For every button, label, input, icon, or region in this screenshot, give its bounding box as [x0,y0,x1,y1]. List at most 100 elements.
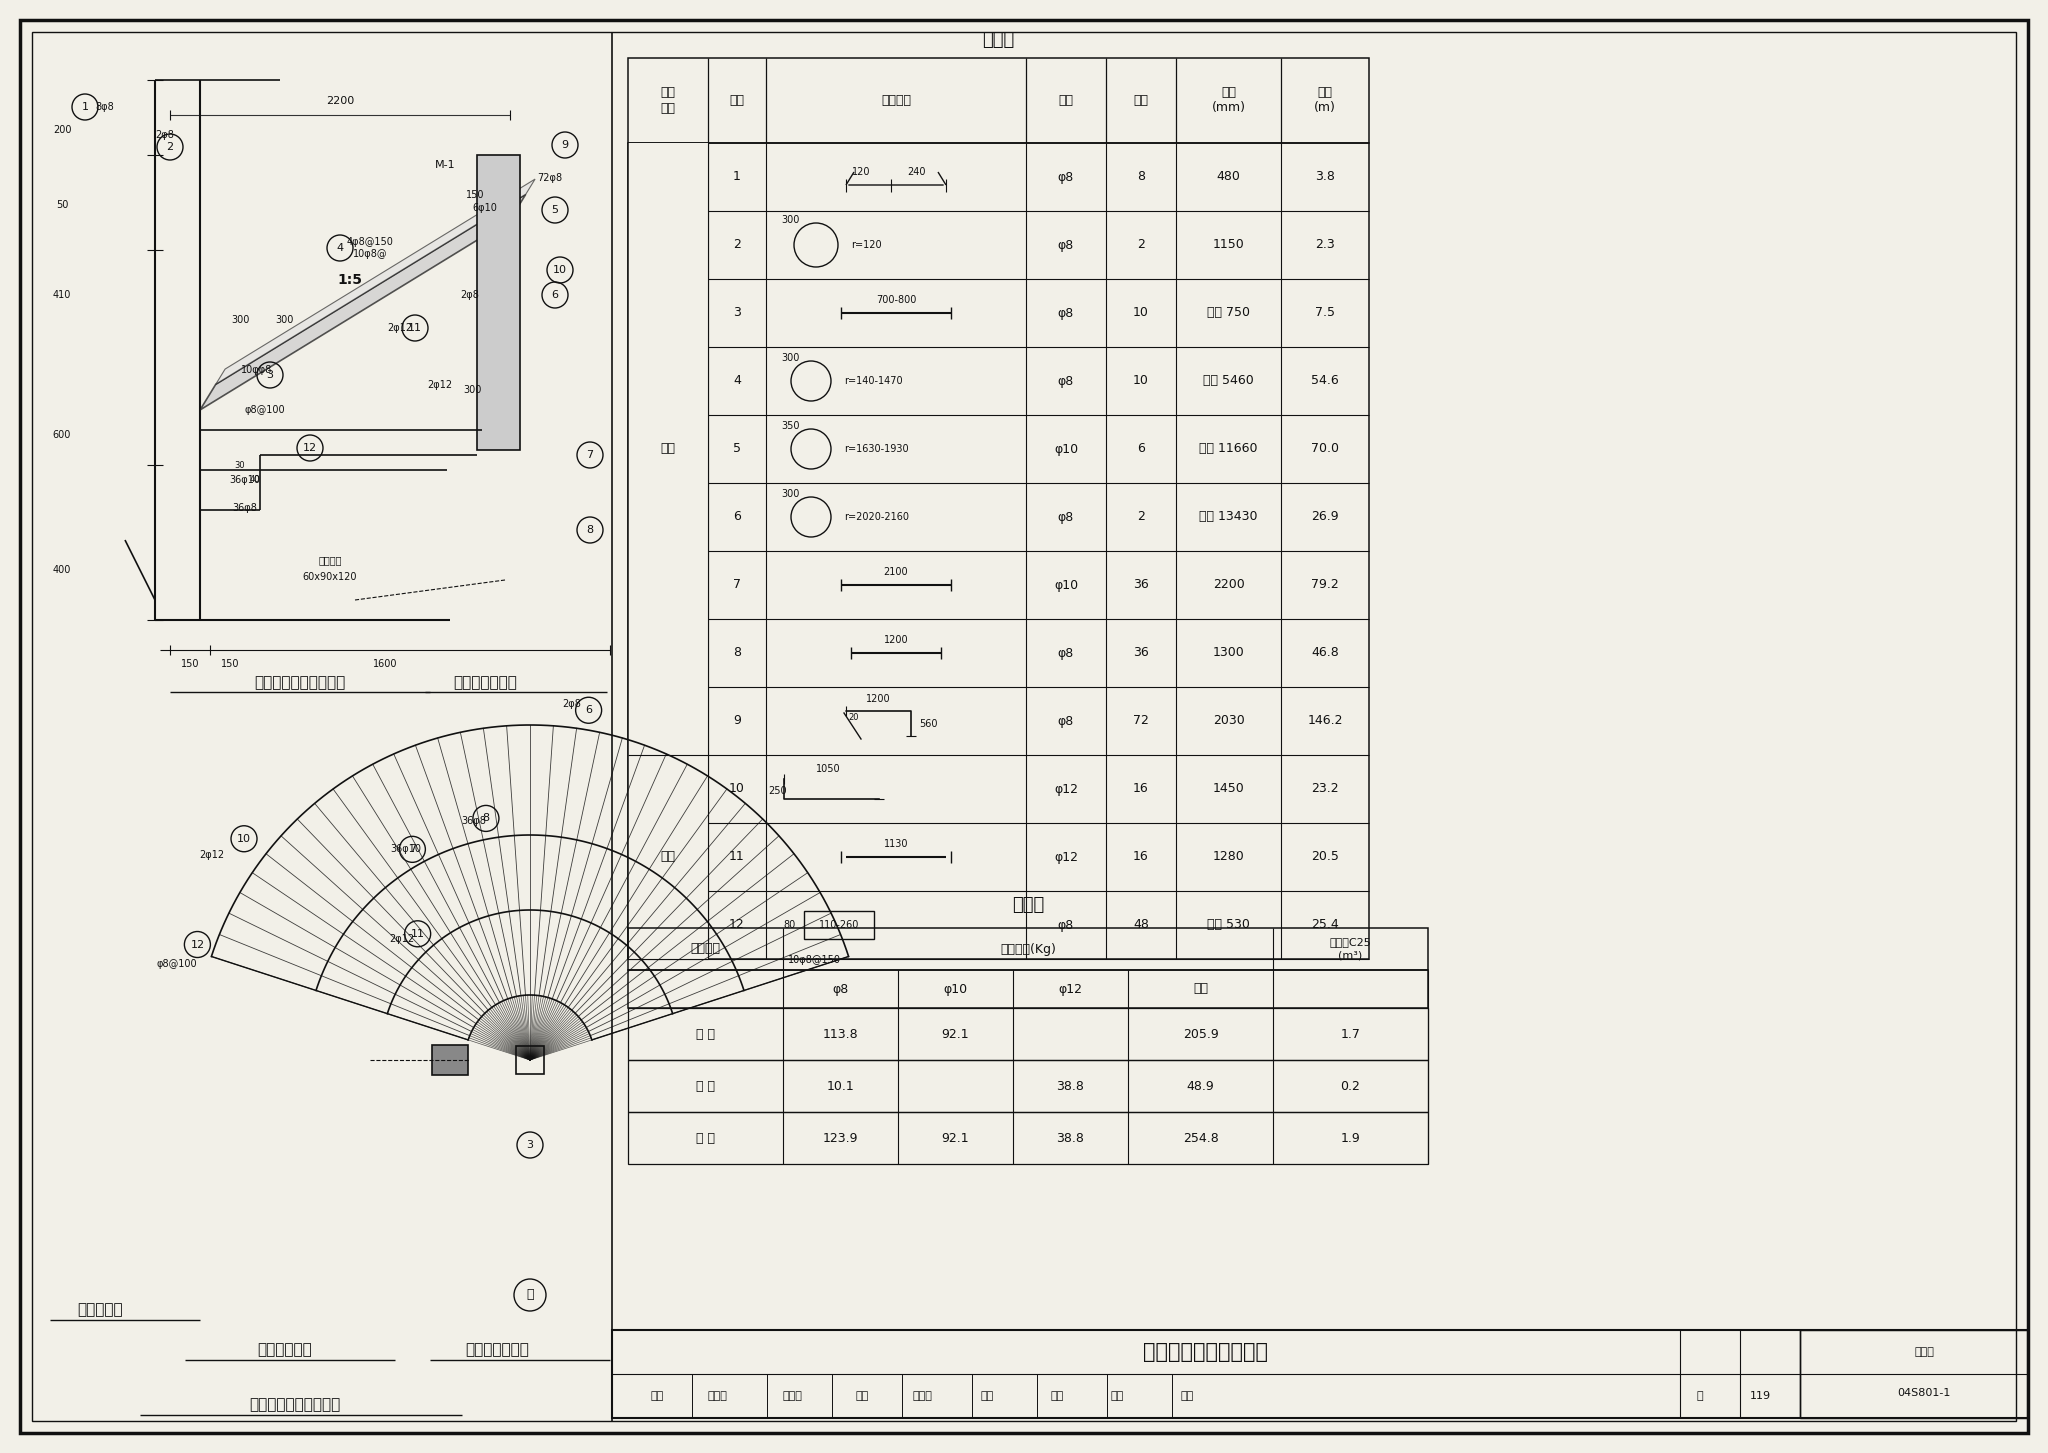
Text: 16: 16 [1133,850,1149,863]
Text: 4: 4 [336,243,344,253]
Text: 1: 1 [82,102,88,112]
Text: 5: 5 [733,443,741,455]
Text: 72: 72 [1133,715,1149,728]
Text: 48.9: 48.9 [1186,1080,1214,1093]
Text: 560: 560 [920,719,938,729]
Text: 20: 20 [848,712,860,722]
Text: 小柱配筋图: 小柱配筋图 [78,1302,123,1318]
Bar [629,1008,1427,1061]
Text: 顶盖顶配筋图: 顶盖顶配筋图 [258,1343,313,1357]
Text: 240: 240 [907,167,926,177]
Text: 26.9: 26.9 [1311,510,1339,523]
Text: 8: 8 [483,814,489,824]
Text: r=140-1470: r=140-1470 [844,376,903,386]
Bar [629,928,1427,971]
Text: 2φ12: 2φ12 [389,933,414,943]
Text: 1200: 1200 [866,695,891,705]
Text: 长度
(mm): 长度 (mm) [1212,87,1245,115]
Text: 材料表: 材料表 [1012,897,1044,914]
Text: 50: 50 [55,201,68,211]
Text: 0.2: 0.2 [1341,1080,1360,1093]
Text: 60x90x120: 60x90x120 [303,572,356,583]
Text: 防腐木砖: 防腐木砖 [317,555,342,565]
Text: 54.6: 54.6 [1311,375,1339,388]
Text: 根数: 根数 [1133,94,1149,108]
Text: 300: 300 [276,315,295,325]
Text: 小 柱: 小 柱 [696,1080,715,1093]
Polygon shape [215,179,535,385]
Text: 600: 600 [53,430,72,440]
Text: 8: 8 [586,525,594,535]
Text: 38.8: 38.8 [1057,1080,1085,1093]
Text: 钢　　筋(Kg): 钢 筋(Kg) [999,943,1057,956]
Text: 150: 150 [221,660,240,668]
Text: 38.8: 38.8 [1057,1132,1085,1145]
Text: 1450: 1450 [1212,783,1245,795]
Text: φ8: φ8 [1059,510,1073,523]
Text: 1050: 1050 [815,764,840,774]
Text: 20.5: 20.5 [1311,850,1339,863]
Bar [629,142,1368,959]
Text: 8: 8 [1137,170,1145,183]
Text: 1.9: 1.9 [1341,1132,1360,1145]
Text: 48: 48 [1133,918,1149,931]
Text: φ8: φ8 [1059,918,1073,931]
Text: 113.8: 113.8 [823,1027,858,1040]
Text: 6φ10: 6φ10 [473,203,498,214]
Text: 水塔顶盖、小柱结构图: 水塔顶盖、小柱结构图 [1143,1343,1268,1361]
Text: 350: 350 [782,421,801,432]
Bar [432,1045,469,1075]
Bar [629,1112,1427,1164]
Text: 300: 300 [782,490,801,498]
Text: 合 计: 合 计 [696,1132,715,1145]
Text: 2φ12: 2φ12 [201,850,225,860]
Text: r=120: r=120 [852,240,881,250]
Text: 2: 2 [733,238,741,251]
Text: 12: 12 [729,918,745,931]
Text: 200: 200 [53,125,72,135]
Text: φ8: φ8 [1059,238,1073,251]
Text: 23.2: 23.2 [1311,783,1339,795]
Text: 7: 7 [586,450,594,461]
Text: 8φ8: 8φ8 [96,102,115,112]
Text: 40: 40 [250,475,260,484]
Text: 11: 11 [412,928,424,939]
Text: 2100: 2100 [883,567,909,577]
Text: 小计: 小计 [1194,982,1208,995]
Bar [1800,1329,2028,1418]
Text: 2: 2 [1137,238,1145,251]
Text: 04S801-1: 04S801-1 [1896,1388,1950,1398]
Text: 110-260: 110-260 [819,920,860,930]
Text: 2200: 2200 [1212,578,1245,591]
Text: 2200: 2200 [326,96,354,106]
Text: 审核: 审核 [651,1391,664,1401]
Bar [805,911,874,939]
Bar [477,155,520,450]
Text: 小柱: 小柱 [662,850,676,863]
Text: 12: 12 [303,443,317,453]
Text: 构件
名称: 构件 名称 [662,87,676,115]
Text: 平均 5460: 平均 5460 [1202,375,1253,388]
Text: 4φ8@150
10φ8@: 4φ8@150 10φ8@ [346,237,393,259]
Text: 70.0: 70.0 [1311,443,1339,455]
Text: 410: 410 [53,291,72,299]
Text: 6: 6 [1137,443,1145,455]
Bar [629,142,709,959]
Text: 11: 11 [408,323,422,333]
Text: 1300: 1300 [1212,647,1245,660]
Text: 10: 10 [1133,375,1149,388]
Text: 2φ12: 2φ12 [428,381,453,389]
Text: 11: 11 [729,850,745,863]
Text: 16: 16 [1133,783,1149,795]
Text: 92.1: 92.1 [942,1132,969,1145]
Text: 1130: 1130 [885,838,907,849]
Text: 12: 12 [190,940,205,949]
Text: 36φ10: 36φ10 [391,844,422,854]
Text: 9: 9 [561,139,569,150]
Text: 150: 150 [180,660,199,668]
Text: 1.7: 1.7 [1341,1027,1360,1040]
Text: 400: 400 [53,565,72,575]
Text: φ8: φ8 [1059,375,1073,388]
Text: 36φ8: 36φ8 [233,503,258,513]
Text: 7: 7 [410,844,416,854]
